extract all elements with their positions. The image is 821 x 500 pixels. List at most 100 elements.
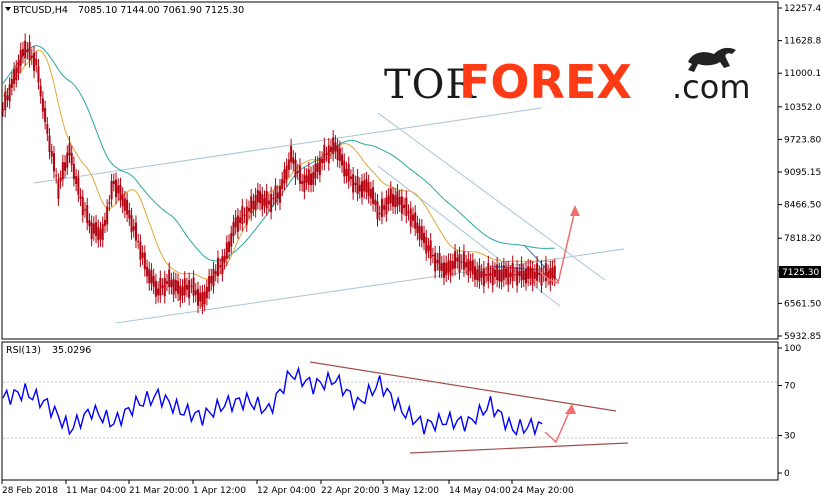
candle-body (376, 201, 379, 220)
candle-body (529, 267, 532, 279)
rsi-lower-trendline[interactable] (409, 442, 629, 454)
candle-body (502, 265, 505, 280)
candle-body (33, 53, 36, 71)
candle-body (95, 222, 98, 237)
rsi-upper-trendline[interactable] (309, 361, 617, 412)
candle-body (431, 254, 434, 257)
candle-body (442, 262, 445, 278)
ascending-channel-upper[interactable] (33, 107, 542, 184)
candle-body (41, 98, 44, 112)
candle-body (398, 197, 401, 205)
candle-body (425, 237, 428, 254)
candle-body (498, 269, 501, 282)
candle-body (513, 274, 516, 276)
candle-body (540, 267, 543, 286)
candle-body (547, 271, 550, 279)
candle-body (321, 158, 324, 164)
candle-body (493, 269, 496, 277)
candle-body (259, 191, 262, 204)
candle-body (219, 265, 222, 268)
time-tick-label: 11 Mar 04:00 (66, 486, 126, 496)
descending-channel-lower[interactable] (377, 165, 561, 307)
rsi-panel[interactable] (1, 341, 779, 481)
candle-body (372, 187, 375, 204)
chart-symbol: BTCUSD,H4 (13, 5, 68, 16)
candle-body (50, 151, 53, 157)
candle-body (61, 162, 64, 180)
descending-channel-upper[interactable] (377, 112, 606, 281)
candle-body (168, 269, 171, 288)
candle-body (115, 179, 118, 198)
candle-body (4, 91, 7, 111)
candle-body (92, 223, 95, 234)
bull-icon (688, 47, 736, 72)
candle-body (130, 215, 133, 233)
candle-body (276, 192, 279, 199)
candle-body (106, 206, 109, 225)
candle-body (396, 191, 399, 207)
candle-body (101, 223, 104, 241)
candle-body (221, 256, 224, 275)
candle-body (37, 66, 40, 83)
candle-body (181, 286, 184, 296)
candle-body (380, 198, 383, 217)
candle-body (283, 169, 286, 184)
candle-body (241, 206, 244, 225)
candle-body (440, 263, 443, 272)
candle-body (551, 267, 554, 279)
candle-body (307, 169, 310, 185)
candle-body (409, 208, 412, 227)
price-axis: 12257.45 11628.80 11000.15 10352.05 9723.80 9… (778, 4, 821, 342)
rsi-axis: 100 70 30 0 (778, 344, 801, 479)
candle-body (137, 241, 140, 243)
candle-body (205, 286, 208, 299)
candle-body (438, 253, 441, 271)
candle-body (436, 259, 439, 264)
candle-body (365, 179, 368, 193)
candle-body (119, 184, 122, 201)
candle-body (511, 262, 514, 281)
candle-body (290, 146, 293, 163)
candle-body (338, 148, 341, 162)
candle-body (394, 195, 397, 208)
candle-body (500, 269, 503, 283)
candle-body (139, 241, 142, 260)
candle-body (403, 204, 406, 208)
candle-body (427, 245, 430, 252)
collapse-icon[interactable] (5, 7, 11, 11)
candle-body (30, 55, 33, 58)
candle-body (303, 174, 306, 193)
candle-body (454, 251, 457, 269)
candle-body (161, 285, 164, 288)
rsi-tick-label: 100 (784, 344, 801, 354)
candle-body (509, 272, 512, 278)
candle-body (265, 191, 268, 209)
candle-body (126, 199, 129, 215)
candle-body (230, 233, 233, 247)
candle-body (225, 242, 228, 259)
candle-body (420, 226, 423, 241)
candle-body (301, 181, 304, 184)
candle-body (194, 290, 197, 295)
candle-body (236, 215, 239, 232)
candle-body (97, 226, 100, 241)
candle-body (418, 225, 421, 240)
candle-body (553, 265, 556, 280)
candle-body (334, 142, 337, 152)
price-tick-label: 9095.15 (784, 168, 821, 178)
candle-body (26, 49, 29, 53)
candle-body (52, 153, 55, 172)
candle-body (75, 176, 78, 184)
candle-body (10, 78, 13, 89)
candle-body (15, 67, 18, 81)
candle-body (110, 181, 113, 200)
candle-body (354, 182, 357, 186)
candle-body (190, 285, 193, 287)
candle-body (79, 195, 82, 199)
candle-body (77, 177, 80, 195)
candle-body (392, 194, 395, 207)
price-tick-label: 8466.50 (784, 201, 821, 211)
candle-body (256, 190, 259, 203)
candle-body (287, 159, 290, 171)
ma-slow-path (2, 45, 555, 262)
